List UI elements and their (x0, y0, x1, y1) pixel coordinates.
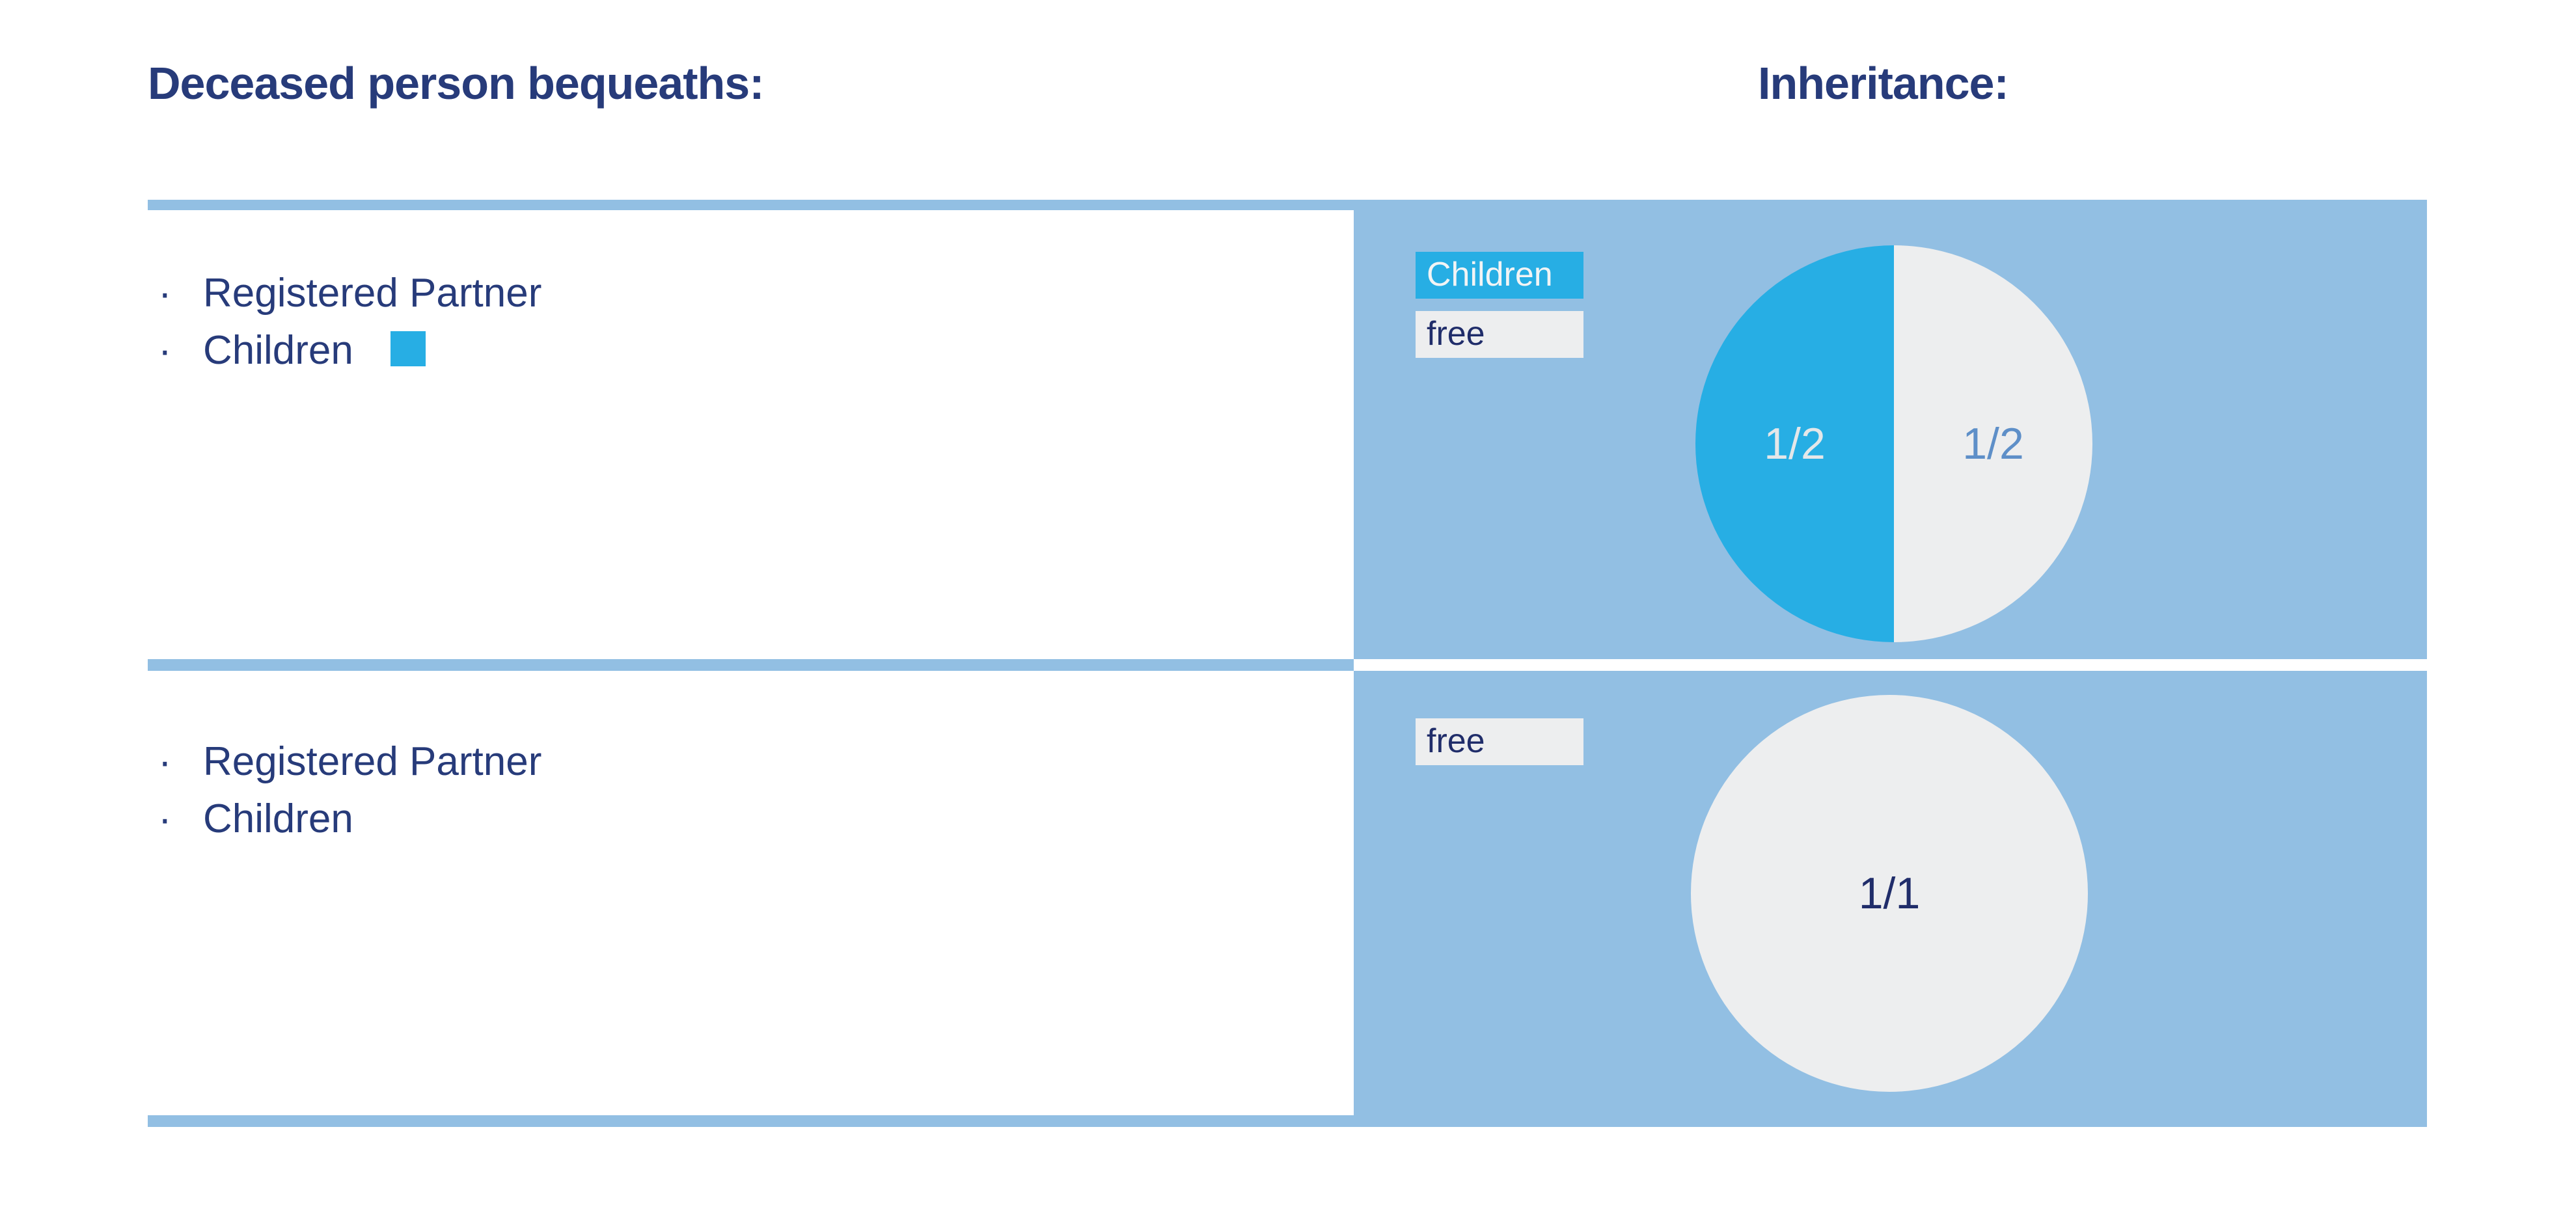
row-partner-and-children: Registered Partner Children free 1/1 (148, 671, 2427, 1115)
diagram-table: Registered Partner Children Children fre… (148, 200, 2427, 1127)
divider-middle-right (1354, 659, 2427, 671)
list-item-label: Registered Partner (203, 739, 542, 784)
legend-chip-free: free (1416, 718, 1583, 765)
bequeaths-cell-1: Registered Partner Children (148, 210, 1354, 659)
pie-label-children-share: 1/2 (1764, 419, 1826, 468)
children-swatch-icon (391, 331, 426, 366)
inheritance-cell-2: free 1/1 (1354, 671, 2427, 1115)
legend-chip-children: Children (1416, 252, 1583, 299)
pie-slice-free: 1/2 (1894, 245, 2092, 642)
bullet-icon (158, 733, 172, 791)
inheritance-cell-1: Children free 1/2 1/2 (1354, 210, 2427, 659)
list-item: Registered Partner (148, 265, 1354, 322)
bullet-icon (158, 265, 172, 322)
list-item: Children (148, 791, 1354, 848)
divider-top (148, 200, 2427, 210)
pie-chart-half-split: 1/2 1/2 (1695, 245, 2092, 642)
list-item-label: Children (203, 796, 353, 841)
row-partner-and-children-marked: Registered Partner Children Children fre… (148, 210, 2427, 659)
pie-label-free-share: 1/2 (1962, 419, 2024, 468)
bequeaths-list-2: Registered Partner Children (148, 733, 1354, 848)
list-item: Registered Partner (148, 733, 1354, 791)
bullet-icon (158, 322, 172, 379)
list-item-label: Children (203, 328, 353, 373)
pie-label-free-whole: 1/1 (1858, 869, 1921, 918)
legend-1: Children free (1416, 252, 1583, 358)
list-item-label: Registered Partner (203, 271, 542, 316)
pie-slice-children: 1/2 (1695, 245, 1894, 642)
bequeaths-list-1: Registered Partner Children (148, 265, 1354, 379)
divider-bottom (148, 1115, 2427, 1127)
legend-chip-free: free (1416, 311, 1583, 358)
heading-bequeaths: Deceased person bequeaths: (148, 58, 765, 109)
pie-chart-full: 1/1 (1691, 695, 2088, 1092)
heading-inheritance: Inheritance: (1758, 58, 2009, 109)
divider-middle-left (148, 659, 1354, 671)
divider-middle (148, 659, 2427, 671)
list-item: Children (148, 322, 1354, 379)
bullet-icon (158, 791, 172, 848)
bequeaths-cell-2: Registered Partner Children (148, 671, 1354, 1115)
legend-2: free (1416, 718, 1583, 765)
